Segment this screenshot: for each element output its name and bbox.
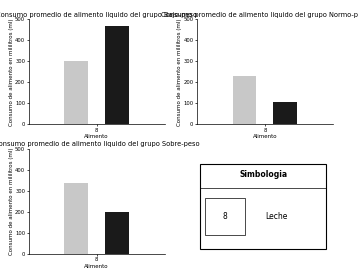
Y-axis label: Consumo de alimento en mililitros (ml): Consumo de alimento en mililitros (ml) xyxy=(9,18,14,126)
Title: Consumo promedio de alimento liquido del grupo Sobre-peso: Consumo promedio de alimento liquido del… xyxy=(0,141,199,147)
Text: Simbologia: Simbologia xyxy=(240,170,287,179)
Y-axis label: Consumo de alimento en mililitros (ml): Consumo de alimento en mililitros (ml) xyxy=(177,18,182,126)
Bar xyxy=(105,26,129,124)
Bar xyxy=(64,61,88,124)
Text: 8: 8 xyxy=(222,212,227,221)
Title: Consumo promedio de alimento liquido del grupo Bajo-peso: Consumo promedio de alimento liquido del… xyxy=(0,12,197,18)
Bar xyxy=(64,183,88,254)
Y-axis label: Consumo de alimento en mililitros (ml): Consumo de alimento en mililitros (ml) xyxy=(9,148,14,255)
Bar xyxy=(233,76,256,124)
Title: Consumo promedio de alimento liquido del grupo Normo-peso: Consumo promedio de alimento liquido del… xyxy=(160,12,358,18)
X-axis label: Alimento: Alimento xyxy=(84,264,109,269)
X-axis label: Alimento: Alimento xyxy=(253,134,277,139)
FancyBboxPatch shape xyxy=(205,198,245,235)
Text: Leche: Leche xyxy=(265,212,287,221)
Bar xyxy=(274,102,297,124)
X-axis label: Alimento: Alimento xyxy=(84,134,109,139)
Bar xyxy=(105,212,129,254)
FancyBboxPatch shape xyxy=(200,164,326,249)
